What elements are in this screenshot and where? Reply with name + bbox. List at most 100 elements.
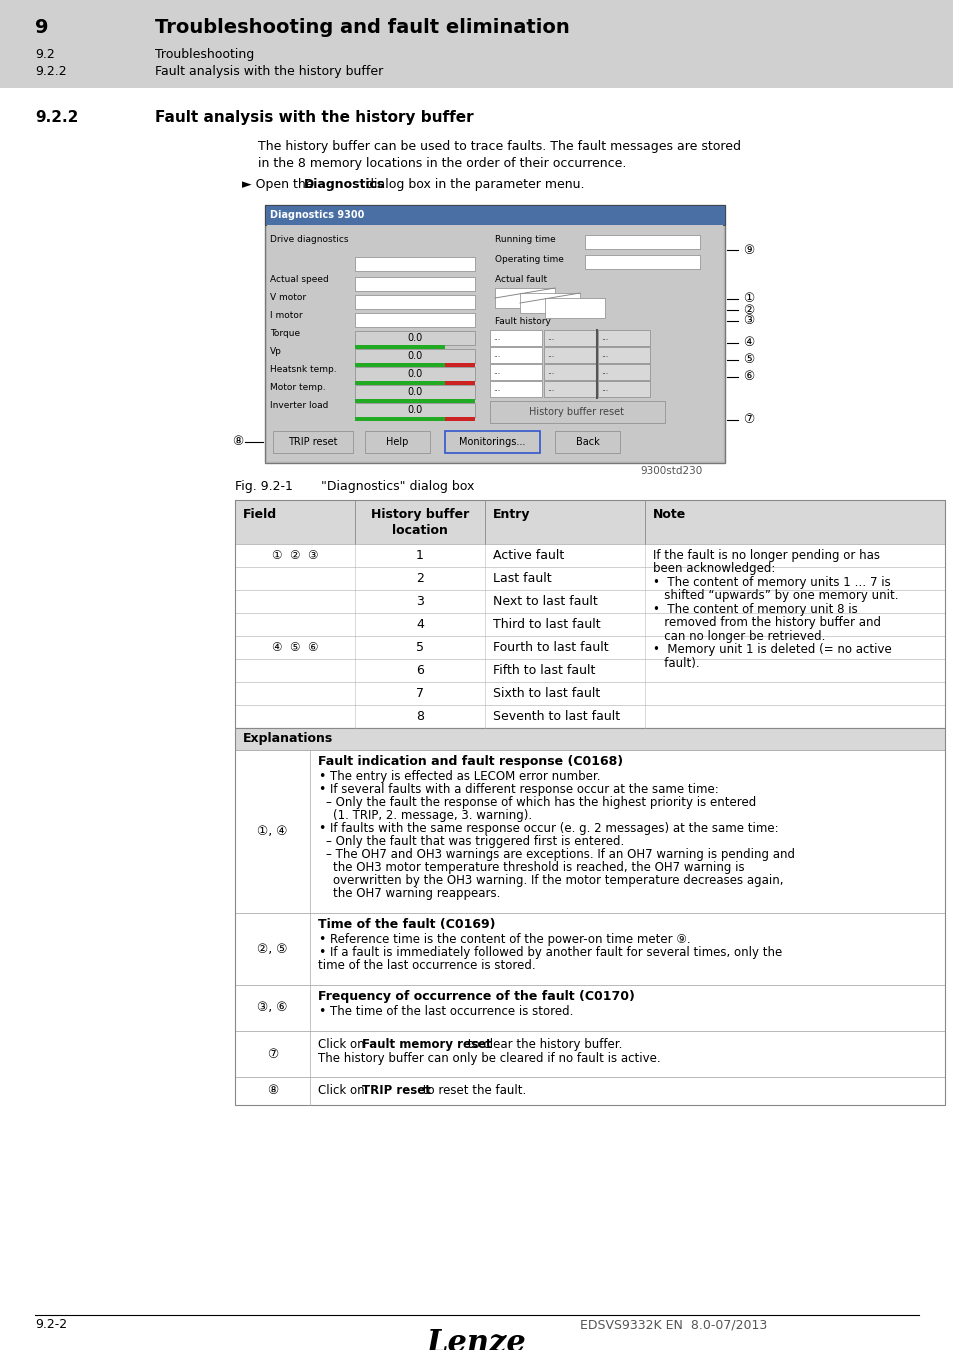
Text: Running time: Running time bbox=[495, 235, 556, 244]
Text: ②: ② bbox=[742, 304, 754, 316]
Text: ⑧: ⑧ bbox=[232, 436, 243, 448]
Text: Fault memory reset: Fault memory reset bbox=[361, 1038, 491, 1052]
Text: 0.0: 0.0 bbox=[407, 369, 422, 379]
Bar bbox=[355, 404, 475, 417]
Text: If the fault is no longer pending or has: If the fault is no longer pending or has bbox=[652, 549, 879, 562]
Text: Time of the fault (C0169): Time of the fault (C0169) bbox=[317, 918, 495, 932]
Text: •: • bbox=[317, 822, 325, 836]
Text: ...: ... bbox=[546, 385, 554, 393]
Bar bbox=[355, 417, 444, 421]
Bar bbox=[490, 401, 664, 423]
Bar bbox=[355, 400, 444, 404]
Text: ①, ④: ①, ④ bbox=[257, 825, 288, 838]
Text: 9.2-2: 9.2-2 bbox=[35, 1318, 67, 1331]
Bar bbox=[234, 500, 944, 728]
Text: ⑤: ⑤ bbox=[742, 354, 754, 366]
Text: ...: ... bbox=[600, 351, 607, 359]
Text: Explanations: Explanations bbox=[243, 732, 333, 745]
Bar bbox=[598, 381, 649, 397]
Text: •: • bbox=[317, 946, 325, 958]
Text: ①: ① bbox=[742, 293, 754, 305]
Text: Fault analysis with the history buffer: Fault analysis with the history buffer bbox=[154, 65, 383, 78]
Text: 9.2: 9.2 bbox=[35, 49, 54, 61]
Text: ► Open the: ► Open the bbox=[242, 178, 317, 190]
Text: Last fault: Last fault bbox=[493, 572, 551, 585]
Bar bbox=[234, 705, 944, 728]
Bar bbox=[365, 431, 430, 454]
Text: ②, ⑤: ②, ⑤ bbox=[257, 942, 288, 956]
Text: The history buffer can only be cleared if no fault is active.: The history buffer can only be cleared i… bbox=[317, 1052, 659, 1065]
Text: Fourth to last fault: Fourth to last fault bbox=[493, 641, 608, 653]
Text: ...: ... bbox=[600, 385, 607, 393]
Text: TRIP reset: TRIP reset bbox=[361, 1084, 430, 1098]
Bar bbox=[355, 350, 475, 363]
Text: 0.0: 0.0 bbox=[407, 387, 422, 397]
Text: History buffer reset: History buffer reset bbox=[529, 406, 624, 417]
Text: Frequency of occurrence of the fault (C0170): Frequency of occurrence of the fault (C0… bbox=[317, 990, 634, 1003]
Text: Monitorings...: Monitorings... bbox=[458, 437, 525, 447]
Text: EDSVS9332K EN  8.0-07/2013: EDSVS9332K EN 8.0-07/2013 bbox=[579, 1318, 766, 1331]
Text: Diagnostics 9300: Diagnostics 9300 bbox=[270, 211, 364, 220]
Text: The history buffer can be used to trace faults. The fault messages are stored: The history buffer can be used to trace … bbox=[257, 140, 740, 153]
Text: If several faults with a different response occur at the same time:: If several faults with a different respo… bbox=[330, 783, 718, 796]
Bar bbox=[490, 364, 541, 379]
Text: •: • bbox=[317, 933, 325, 946]
Bar bbox=[490, 347, 541, 363]
Text: Fault analysis with the history buffer: Fault analysis with the history buffer bbox=[154, 109, 473, 126]
Text: Inverter load: Inverter load bbox=[270, 401, 328, 410]
Text: Torque: Torque bbox=[270, 329, 300, 338]
Text: 8: 8 bbox=[416, 710, 423, 724]
Text: to reset the fault.: to reset the fault. bbox=[418, 1084, 525, 1098]
Text: ...: ... bbox=[493, 333, 499, 343]
Text: been acknowledged:: been acknowledged: bbox=[652, 563, 775, 575]
Text: ...: ... bbox=[600, 333, 607, 343]
Bar bbox=[355, 385, 475, 400]
Text: 2: 2 bbox=[416, 572, 423, 585]
Bar bbox=[519, 293, 579, 313]
Text: 9.2.2: 9.2.2 bbox=[35, 109, 78, 126]
Text: Vp: Vp bbox=[270, 347, 281, 356]
Bar bbox=[234, 567, 944, 590]
Text: •: • bbox=[317, 1004, 325, 1018]
Bar bbox=[543, 347, 596, 363]
Text: – Only the fault that was triggered first is entered.: – Only the fault that was triggered firs… bbox=[326, 836, 623, 848]
Text: 9.2.2: 9.2.2 bbox=[35, 65, 67, 78]
Text: ...: ... bbox=[493, 367, 499, 377]
Bar bbox=[490, 381, 541, 397]
Text: 7: 7 bbox=[416, 687, 423, 701]
Text: ...: ... bbox=[493, 351, 499, 359]
Bar bbox=[444, 400, 475, 404]
Text: If a fault is immediately followed by another fault for several times, only the: If a fault is immediately followed by an… bbox=[330, 946, 781, 958]
Text: 0.0: 0.0 bbox=[407, 351, 422, 360]
Text: fault).: fault). bbox=[652, 657, 699, 670]
Bar bbox=[543, 329, 596, 346]
Text: – Only the fault the response of which has the highest priority is entered: – Only the fault the response of which h… bbox=[326, 796, 756, 809]
Text: ...: ... bbox=[546, 333, 554, 343]
Text: 6: 6 bbox=[416, 664, 423, 676]
Text: ⑦: ⑦ bbox=[267, 1048, 278, 1061]
Bar bbox=[234, 659, 944, 682]
Text: shifted “upwards” by one memory unit.: shifted “upwards” by one memory unit. bbox=[652, 590, 898, 602]
Text: the OH7 warning reappears.: the OH7 warning reappears. bbox=[317, 887, 500, 900]
Text: Third to last fault: Third to last fault bbox=[493, 618, 600, 630]
Text: Actual fault: Actual fault bbox=[495, 275, 547, 284]
Text: overwritten by the OH3 warning. If the motor temperature decreases again,: overwritten by the OH3 warning. If the m… bbox=[317, 873, 782, 887]
Bar bbox=[355, 381, 444, 385]
Bar bbox=[544, 298, 604, 319]
Text: 1: 1 bbox=[416, 549, 423, 562]
Bar bbox=[265, 205, 724, 225]
Text: Reference time is the content of the power-on time meter ⑨.: Reference time is the content of the pow… bbox=[330, 933, 690, 946]
Bar bbox=[234, 682, 944, 705]
Text: Lenze: Lenze bbox=[427, 1328, 526, 1350]
Bar bbox=[598, 329, 649, 346]
Bar bbox=[234, 613, 944, 636]
Bar bbox=[555, 431, 619, 454]
Text: Note: Note bbox=[652, 508, 685, 521]
Bar bbox=[355, 367, 475, 381]
Text: History buffer
location: History buffer location bbox=[371, 508, 469, 537]
Text: Back: Back bbox=[575, 437, 598, 447]
Text: Heatsnk temp.: Heatsnk temp. bbox=[270, 364, 336, 374]
Bar bbox=[234, 1077, 944, 1106]
Text: 9300std230: 9300std230 bbox=[639, 466, 701, 477]
Text: Fifth to last fault: Fifth to last fault bbox=[493, 664, 595, 676]
